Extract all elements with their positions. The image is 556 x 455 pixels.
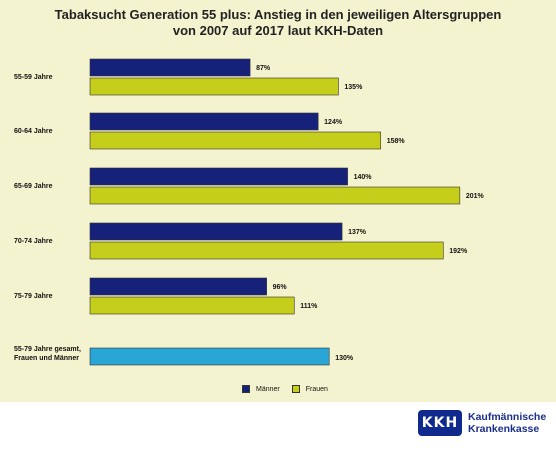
data-label-maenner: 140% [354, 174, 373, 181]
legend-swatch-frauen [291, 385, 300, 393]
data-label-maenner: 96% [273, 284, 288, 291]
chart-title-line1: Tabaksucht Generation 55 plus: Anstieg i… [54, 7, 502, 22]
category-label-total-line2: Frauen und Männer [14, 355, 79, 362]
data-label-frauen: 135% [344, 84, 363, 91]
data-label-gesamt: 130% [335, 355, 354, 362]
bar-maenner [89, 277, 267, 296]
chart-title: Tabaksucht Generation 55 plus: Anstieg i… [0, 7, 556, 39]
bar-chart: 55-59 Jahre 87% 135% 60-64 Jahre 124% 158% 65-… [14, 58, 485, 366]
bar-frauen [89, 186, 461, 205]
data-label-frauen: 111% [300, 303, 318, 310]
bar-maenner [89, 58, 251, 77]
category-label: 70-74 Jahre [14, 238, 53, 245]
bar-frauen [89, 241, 444, 260]
legend-swatch-maenner [242, 385, 250, 393]
data-label-maenner: 87% [256, 65, 271, 72]
category-label: 60-64 Jahre [14, 128, 53, 135]
bar-frauen [89, 296, 295, 315]
legend-label-frauen: Frauen [305, 385, 328, 393]
data-label-maenner: 124% [324, 119, 343, 126]
chart-title-line2: von 2007 auf 2017 laut KKH-Daten [172, 23, 384, 38]
company-name-line1: Kaufmännische [468, 411, 547, 423]
bar-maenner [89, 167, 348, 186]
data-label-maenner: 137% [348, 229, 367, 236]
footer: KKH Kaufmännische Krankenkasse [0, 402, 556, 455]
bar-maenner [89, 112, 319, 131]
data-label-frauen: 201% [466, 193, 485, 200]
bar-frauen [89, 131, 382, 150]
company-name-line2: Krankenkasse [468, 423, 540, 435]
data-label-frauen: 158% [387, 138, 406, 145]
category-label: 75-79 Jahre [14, 293, 53, 300]
bar-frauen [89, 77, 339, 96]
category-label-total-line1: 55-79 Jahre gesamt, [14, 346, 81, 353]
kkh-logo: KKH [418, 410, 462, 436]
chart-legend: Männer Frauen [242, 385, 328, 393]
category-label: 55-59 Jahre [14, 74, 53, 81]
category-label: 65-69 Jahre [14, 183, 53, 190]
legend-label-maenner: Männer [256, 385, 280, 393]
company-name: Kaufmännische Krankenkasse [468, 411, 546, 435]
bar-maenner [89, 222, 343, 241]
bar-gesamt [89, 347, 330, 366]
data-label-frauen: 192% [449, 248, 468, 255]
